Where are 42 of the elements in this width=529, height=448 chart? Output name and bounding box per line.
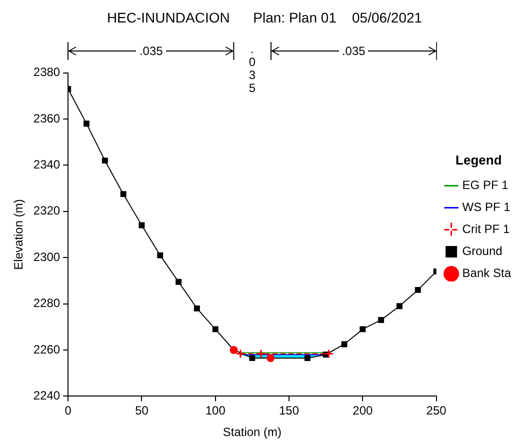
y-tick-label: 2380	[33, 65, 60, 80]
legend-label: Bank Sta	[462, 266, 512, 280]
x-tick-label: 50	[135, 404, 149, 418]
legend-label: EG PF 1	[462, 178, 509, 192]
legend-label: Ground	[462, 244, 502, 258]
point	[249, 355, 256, 362]
point	[176, 278, 182, 285]
legend-label: WS PF 1	[462, 200, 511, 214]
x-tick-label: 0	[64, 404, 72, 418]
x-tick-label: 250	[426, 404, 447, 418]
y-tick-label: 2300	[33, 250, 60, 264]
annotation: .035	[248, 42, 256, 95]
point	[324, 348, 334, 358]
point	[256, 348, 266, 358]
x-axis-title: Station (m)	[222, 425, 282, 440]
point	[414, 286, 421, 293]
legend-title: Legend	[456, 152, 502, 168]
chart-title: HEC-INUNDACION Plan: Plan 01 05/06/2021	[106, 9, 422, 26]
y-tick-label: 2260	[33, 342, 60, 356]
y-tick-label: 2360	[33, 111, 60, 126]
point	[84, 120, 90, 127]
x-tick-label: 200	[352, 404, 373, 418]
legend-label: Crit PF 1	[462, 222, 510, 236]
point	[396, 303, 402, 310]
x-tick-label: 100	[205, 404, 226, 418]
point	[378, 316, 384, 323]
y-tick-label: 2240	[33, 388, 60, 403]
y-tick-label: 2320	[33, 204, 60, 218]
point	[120, 191, 126, 198]
point	[360, 326, 366, 332]
y-tick-label: 2280	[33, 296, 60, 310]
y-tick-label: 2340	[33, 158, 60, 172]
y-axis-title: Elevation (m)	[12, 199, 26, 270]
point	[212, 326, 218, 332]
point	[157, 252, 164, 258]
text: .035	[338, 44, 368, 58]
point	[102, 158, 108, 164]
point	[236, 348, 246, 358]
text: .035	[136, 44, 166, 58]
x-tick-label: 150	[279, 404, 300, 418]
point	[194, 305, 200, 312]
point	[304, 355, 310, 362]
